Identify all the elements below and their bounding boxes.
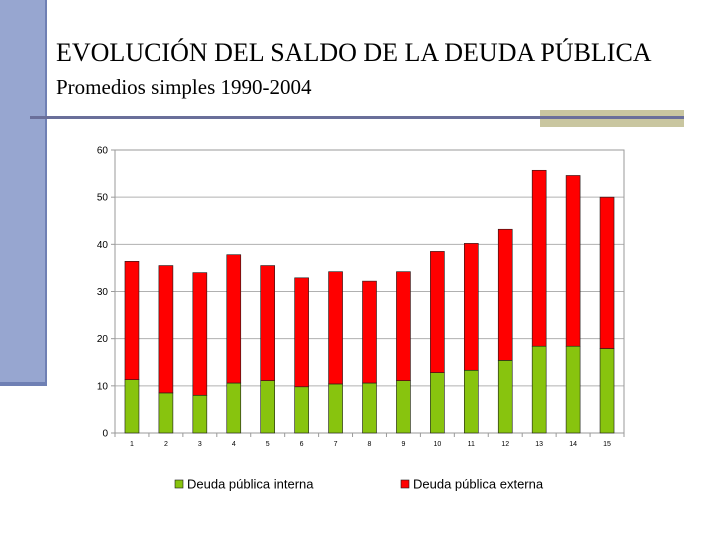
y-tick-label: 30 xyxy=(97,287,109,298)
slide-title: EVOLUCIÓN DEL SALDO DE LA DEUDA PÚBLICA xyxy=(56,38,652,67)
x-tick-label: 12 xyxy=(501,441,509,448)
x-tick-label: 7 xyxy=(334,441,338,448)
bar-externa-11 xyxy=(463,243,479,371)
title-rule xyxy=(30,116,684,119)
y-axis-ticks: 0 10 20 30 40 50 60 xyxy=(97,146,115,440)
slide-side-bar xyxy=(0,0,47,386)
bar-externa-9 xyxy=(396,271,411,381)
x-tick-label: 9 xyxy=(401,441,405,448)
bar-externa-1 xyxy=(124,261,140,381)
x-tick-label: 4 xyxy=(232,441,236,448)
bar-interna-7 xyxy=(328,383,343,434)
y-tick-label: 50 xyxy=(97,193,109,204)
bar-externa-4 xyxy=(226,254,242,384)
bar-externa-15 xyxy=(599,196,615,349)
bar-externa-6 xyxy=(294,277,309,388)
bar-interna-9 xyxy=(396,380,411,434)
bar-externa-13 xyxy=(531,169,547,347)
x-tick-label: 3 xyxy=(198,441,202,448)
y-tick-label: 10 xyxy=(97,381,109,392)
bar-externa-12 xyxy=(497,228,513,361)
x-tick-label: 5 xyxy=(266,441,270,448)
x-tick-label: 15 xyxy=(603,441,611,448)
bar-interna-4 xyxy=(226,382,242,434)
bar-interna-5 xyxy=(260,380,276,434)
legend-label-externa: Deuda pública externa xyxy=(413,477,544,492)
x-tick-label: 11 xyxy=(468,441,475,448)
y-tick-label: 20 xyxy=(97,334,109,345)
legend-swatch-externa xyxy=(400,479,410,489)
slide-side-bar-edge xyxy=(0,382,47,386)
bar-externa-3 xyxy=(192,272,208,396)
x-axis-ticks: 1 2 3 4 5 6 7 8 9 10 11 12 13 14 15 xyxy=(114,433,625,448)
y-tick-label: 60 xyxy=(97,146,109,157)
bar-externa-7 xyxy=(328,271,343,385)
x-tick-label: 8 xyxy=(368,441,372,448)
bar-externa-5 xyxy=(260,265,276,381)
slide-subtitle: Promedios simples 1990-2004 xyxy=(56,75,312,99)
bar-interna-8 xyxy=(362,382,377,434)
bar-externa-14 xyxy=(565,175,581,347)
bar-interna-6 xyxy=(294,386,309,434)
bar-interna-1 xyxy=(124,379,140,434)
x-tick-label: 10 xyxy=(433,441,441,448)
bar-interna-14 xyxy=(565,345,581,434)
chart-bars xyxy=(124,169,615,434)
legend-label-interna: Deuda pública interna xyxy=(187,477,314,492)
bar-externa-10 xyxy=(430,251,445,373)
bar-interna-13 xyxy=(531,345,547,434)
bar-interna-11 xyxy=(463,369,479,434)
x-tick-label: 14 xyxy=(569,441,577,448)
bar-interna-2 xyxy=(158,392,174,434)
bar-interna-3 xyxy=(192,394,208,434)
y-tick-label: 0 xyxy=(102,429,108,440)
bar-externa-2 xyxy=(158,265,174,394)
bar-interna-10 xyxy=(430,372,445,434)
chart-legend: Deuda pública interna Deuda pública exter… xyxy=(174,477,544,492)
x-tick-label: 6 xyxy=(300,441,304,448)
x-tick-label: 1 xyxy=(130,441,134,448)
bar-interna-15 xyxy=(599,348,615,434)
x-tick-label: 2 xyxy=(164,441,168,448)
bar-externa-8 xyxy=(362,280,377,384)
legend-swatch-interna xyxy=(174,479,184,489)
x-tick-label: 13 xyxy=(535,441,543,448)
y-tick-label: 40 xyxy=(97,240,109,251)
bar-interna-12 xyxy=(497,360,513,434)
